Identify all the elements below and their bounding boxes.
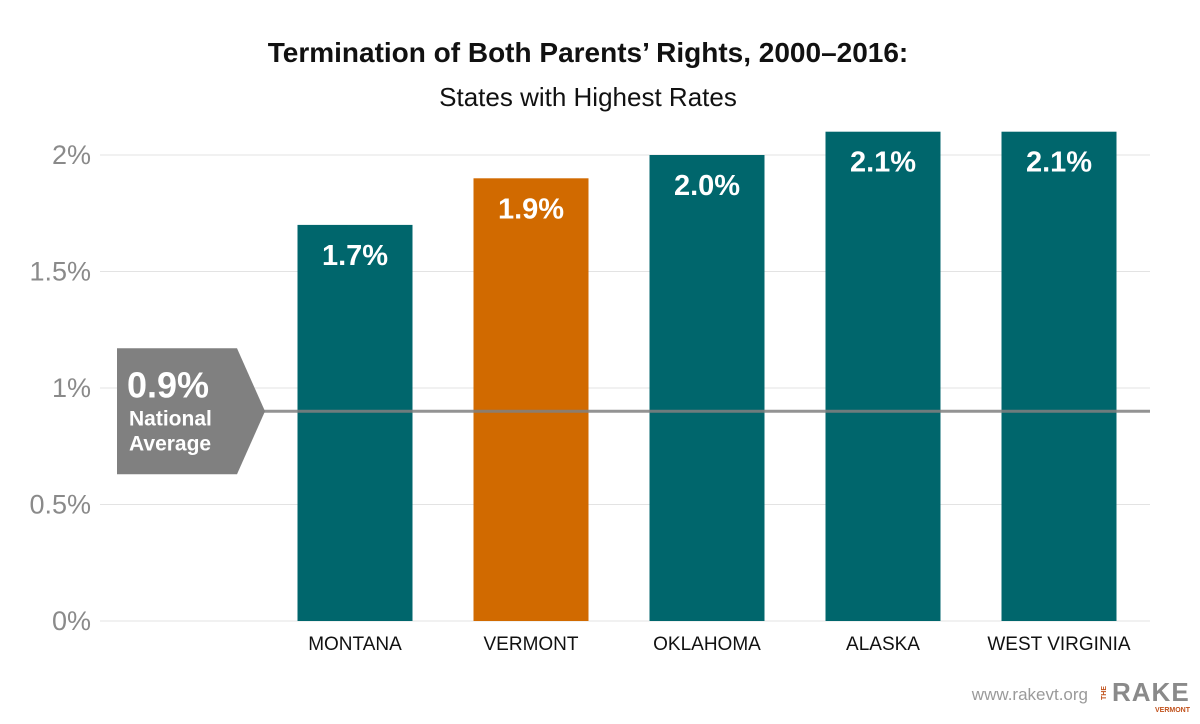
y-tick-label: 2% xyxy=(52,140,91,170)
x-tick-label: OKLAHOMA xyxy=(653,634,761,655)
bar-west-virginia xyxy=(1001,131,1117,621)
national-average-callout xyxy=(117,348,265,475)
bar-alaska xyxy=(825,131,941,621)
bar-oklahoma xyxy=(649,155,765,621)
chart-subtitle: States with Highest Rates xyxy=(439,82,737,112)
y-axis: 0% 0.5% 1% 1.5% 2% xyxy=(29,140,91,636)
data-label: 2.1% xyxy=(1026,147,1092,179)
x-tick-label: MONTANA xyxy=(308,634,402,655)
y-tick-label: 0% xyxy=(52,606,91,636)
brand-name: RAKE xyxy=(1112,677,1190,707)
bar-montana xyxy=(297,224,413,621)
bar-vermont xyxy=(473,178,589,622)
chart-title: Termination of Both Parents’ Rights, 200… xyxy=(268,37,909,68)
bars: 1.7% 1.9% 2.0% 2.1% 2.1% xyxy=(297,131,1117,622)
x-tick-label: WEST VIRGINIA xyxy=(987,634,1131,655)
x-tick-label: ALASKA xyxy=(846,634,920,655)
brand-sub: VERMONT xyxy=(1155,707,1191,714)
data-label: 1.9% xyxy=(498,193,564,225)
brand-logo: THE RAKE VERMONT xyxy=(1101,677,1191,714)
national-average-value: 0.9% xyxy=(127,364,209,405)
brand-the: THE xyxy=(1101,686,1108,700)
data-label: 2.0% xyxy=(674,170,740,202)
y-tick-label: 0.5% xyxy=(29,490,91,520)
x-tick-label: VERMONT xyxy=(484,634,579,655)
data-label: 2.1% xyxy=(850,147,916,179)
y-tick-label: 1% xyxy=(52,373,91,403)
footer-url: www.rakevt.org xyxy=(971,685,1088,704)
data-label: 1.7% xyxy=(322,240,388,272)
national-average-label: National xyxy=(129,407,212,430)
x-axis: MONTANA VERMONT OKLAHOMA ALASKA WEST VIRGINI… xyxy=(308,634,1131,655)
national-average-label: Average xyxy=(129,432,211,455)
y-tick-label: 1.5% xyxy=(29,257,91,287)
gridlines xyxy=(100,154,1150,622)
